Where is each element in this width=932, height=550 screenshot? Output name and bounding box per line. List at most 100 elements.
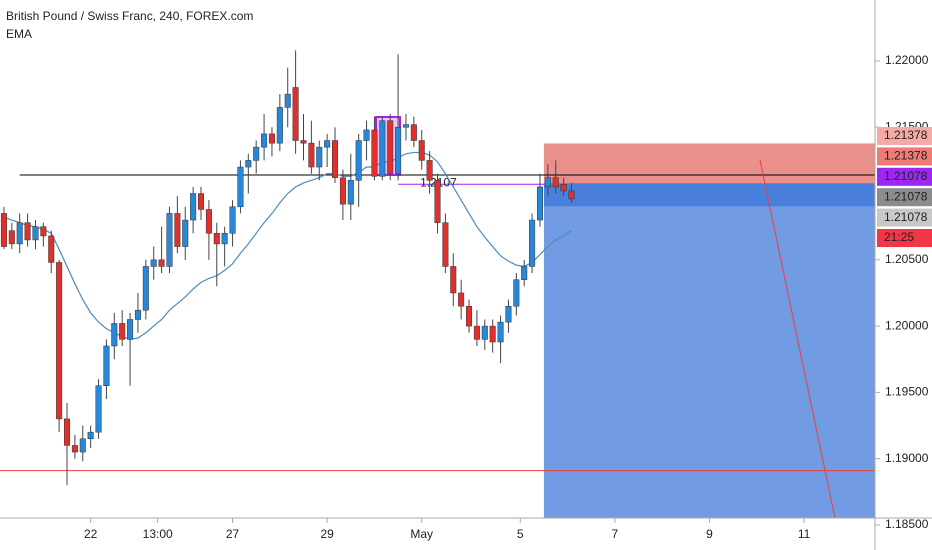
indicator-label: EMA [6, 27, 32, 41]
candle-body [473, 325, 480, 340]
candle-body [489, 325, 496, 343]
entry-band [543, 183, 875, 207]
candle-body [332, 140, 339, 178]
candle-body [150, 259, 157, 267]
candle-body [24, 222, 31, 241]
candle-body [245, 160, 252, 168]
price-badge [877, 127, 932, 145]
y-tick-label: 1.18500 [885, 517, 929, 531]
candle-body [221, 233, 228, 245]
target-zone [543, 183, 875, 518]
price-badge [877, 188, 932, 207]
candle-body [119, 323, 126, 340]
x-tick-label: 29 [320, 527, 334, 541]
price-badge-label: 1.21078 [884, 189, 928, 203]
candle-body [426, 160, 433, 181]
candle-body [568, 190, 575, 200]
price-badge [877, 229, 932, 247]
candle-body [198, 193, 205, 210]
candle-body [371, 129, 378, 177]
candle-body [182, 219, 189, 247]
candle-body [48, 235, 55, 263]
y-tick-label: 1.20000 [885, 318, 929, 332]
x-tick-label: 27 [226, 527, 240, 541]
candle-body [134, 309, 141, 320]
candle-body [56, 262, 63, 420]
candle-body [79, 438, 86, 453]
candle-body [505, 305, 512, 323]
x-tick-label: 22 [84, 527, 98, 541]
candle-body [95, 385, 102, 433]
candle-body [268, 133, 275, 144]
candle-body [355, 140, 362, 181]
candle-body [521, 266, 528, 280]
candle-body [529, 219, 536, 267]
candle-body [339, 177, 346, 205]
price-badge [877, 208, 932, 227]
x-tick-label: May [410, 527, 433, 541]
candle-body [253, 146, 260, 161]
stop-zone [543, 143, 875, 184]
y-tick-label: 1.19500 [885, 385, 929, 399]
candle-body [229, 206, 236, 234]
candle-body [292, 87, 299, 141]
candle-body [379, 120, 386, 177]
candle-body [174, 213, 181, 247]
x-tick-label: 9 [706, 527, 713, 541]
price-badge-label: 1.21078 [884, 210, 928, 224]
candle-body [450, 266, 457, 294]
candle-body [410, 124, 417, 141]
candle-body [363, 129, 370, 141]
candle-body [434, 180, 441, 223]
candle-body [63, 418, 71, 446]
candle-body [316, 146, 323, 168]
candle-body [32, 226, 39, 241]
candle-body [552, 177, 559, 188]
candle-body [481, 325, 488, 340]
candle-body [402, 124, 409, 128]
x-tick-label: 11 [798, 527, 811, 541]
candle-body [347, 180, 354, 205]
trend-line [759, 159, 836, 518]
candle-body [544, 177, 551, 188]
candle-body [205, 209, 212, 234]
candle-body [513, 279, 520, 307]
candle-body [237, 166, 244, 208]
x-tick-label: 7 [612, 527, 619, 541]
price-badge-label: 21:25 [884, 230, 914, 244]
y-tick-label: 1.22000 [885, 53, 929, 67]
candle-body [324, 140, 331, 148]
plot-area: 1.2107 [0, 50, 875, 518]
candle-body [560, 184, 567, 192]
candle-body [103, 345, 110, 387]
candle-body [442, 222, 449, 267]
candle-body [300, 140, 307, 144]
candle-body [71, 445, 78, 453]
candle-body [111, 323, 118, 347]
x-tick-label: 5 [517, 527, 524, 541]
x-tick-label: 13:00 [143, 527, 173, 541]
price-badge-label: 1.21378 [884, 149, 928, 163]
candle-body [387, 120, 394, 174]
candle-body [497, 321, 504, 343]
candle-body [158, 259, 165, 267]
candle-body [395, 127, 402, 174]
candle-body [213, 233, 220, 245]
candle-body [466, 305, 473, 327]
candle-body [308, 142, 315, 168]
candle-body [458, 292, 465, 307]
ema-line [3, 151, 572, 340]
candle-body [418, 140, 425, 161]
y-tick-label: 1.20500 [885, 252, 929, 266]
price-badge [877, 167, 932, 186]
price-badge-label: 1.21078 [884, 169, 928, 183]
price-badge [877, 147, 932, 166]
candle-body [276, 107, 283, 144]
y-tick-label: 1.19000 [885, 451, 929, 465]
candle-body [16, 222, 23, 245]
chart-title: British Pound / Swiss Franc, 240, FOREX.… [6, 9, 253, 23]
candle-body [284, 93, 291, 108]
candle-body [190, 193, 197, 221]
candle-body [536, 186, 543, 221]
